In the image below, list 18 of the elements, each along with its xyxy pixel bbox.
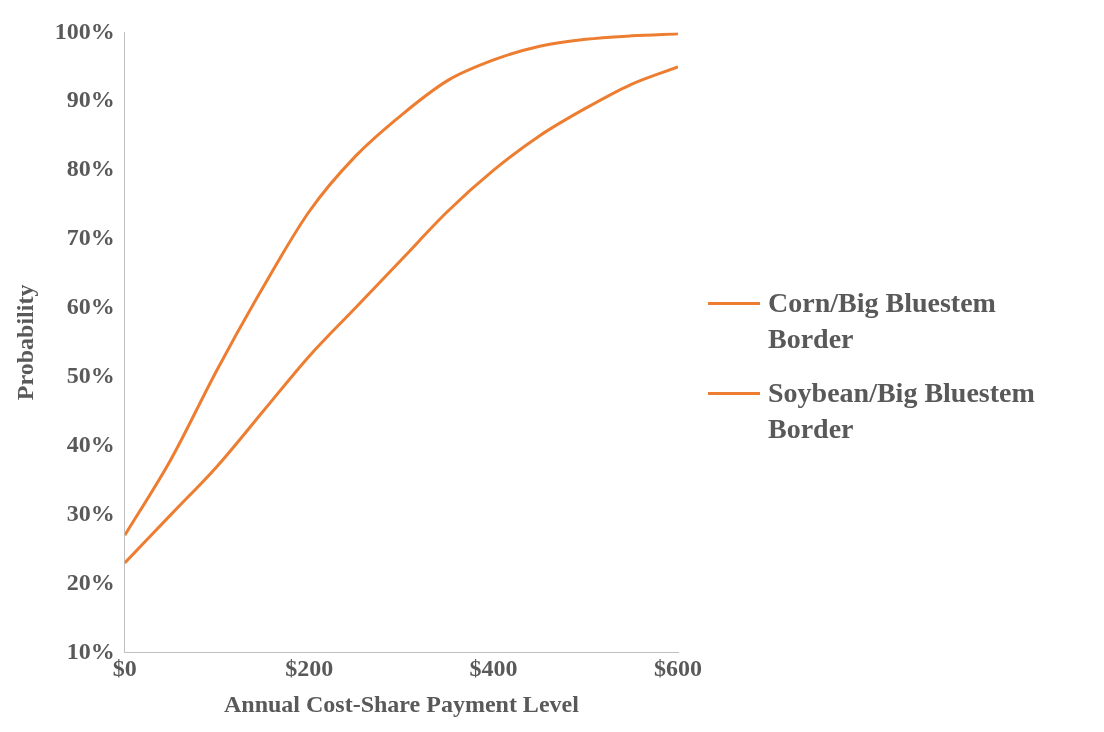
legend-label: Soybean/Big Bluestem Border [768,376,1036,446]
x-axis-title: Annual Cost-Share Payment Level [223,690,580,717]
x-tick-label: $200 [285,655,334,681]
y-axis-title: Probability [11,284,38,401]
y-tick-label: 90% [66,86,115,113]
x-tick-label: $600 [654,655,702,681]
y-tick-label: 100% [54,17,115,44]
y-tick-label: 30% [66,499,115,526]
y-tick-label: 70% [66,224,115,251]
legend-label: Corn/Big Bluestem Border [768,286,997,356]
y-tick-label: 10% [66,637,115,664]
x-tick-label: $0 [112,655,137,681]
x-tick-label: $400 [469,655,518,681]
y-tick-label: 40% [66,430,115,457]
y-tick-label: 20% [66,568,115,595]
y-tick-label: 80% [66,155,115,182]
y-tick-label: 60% [66,293,115,320]
y-tick-label: 50% [66,362,115,389]
